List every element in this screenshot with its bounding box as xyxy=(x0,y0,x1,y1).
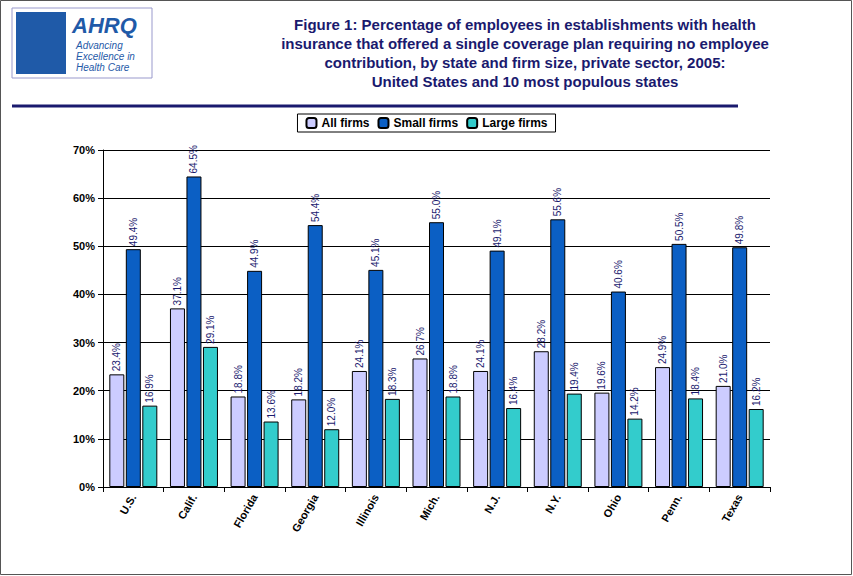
svg-text:50%: 50% xyxy=(73,240,95,252)
svg-text:40.6%: 40.6% xyxy=(613,260,624,288)
svg-text:24.1%: 24.1% xyxy=(475,340,486,368)
svg-text:18.3%: 18.3% xyxy=(387,367,398,395)
svg-text:37.1%: 37.1% xyxy=(172,277,183,305)
svg-text:0%: 0% xyxy=(79,481,95,493)
svg-text:49.1%: 49.1% xyxy=(492,219,503,247)
svg-text:64.5%: 64.5% xyxy=(188,145,199,173)
svg-text:20%: 20% xyxy=(73,385,95,397)
svg-text:12.0%: 12.0% xyxy=(326,398,337,426)
svg-text:28.2%: 28.2% xyxy=(536,320,547,348)
svg-text:24.1%: 24.1% xyxy=(354,340,365,368)
svg-text:44.9%: 44.9% xyxy=(249,239,260,267)
svg-text:Texas: Texas xyxy=(719,492,745,524)
svg-text:Figure 1: Percentage of employ: Figure 1: Percentage of employees in est… xyxy=(294,16,756,33)
svg-text:30%: 30% xyxy=(73,337,95,349)
svg-text:55.0%: 55.0% xyxy=(431,191,442,219)
svg-text:Calif.: Calif. xyxy=(175,492,199,521)
svg-text:16.9%: 16.9% xyxy=(144,374,155,402)
svg-text:18.4%: 18.4% xyxy=(690,367,701,395)
svg-text:29.1%: 29.1% xyxy=(205,315,216,343)
svg-text:60%: 60% xyxy=(73,192,95,204)
svg-text:49.8%: 49.8% xyxy=(734,216,745,244)
svg-text:Health Care: Health Care xyxy=(76,62,130,73)
svg-text:Large firms: Large firms xyxy=(482,116,548,130)
svg-text:10%: 10% xyxy=(73,433,95,445)
svg-text:26.7%: 26.7% xyxy=(415,327,426,355)
svg-text:AHRQ: AHRQ xyxy=(71,13,137,38)
svg-text:16.4%: 16.4% xyxy=(508,377,519,405)
svg-text:18.8%: 18.8% xyxy=(448,365,459,393)
svg-text:N.Y.: N.Y. xyxy=(542,492,562,515)
svg-text:Georgia: Georgia xyxy=(289,491,321,534)
svg-text:Small firms: Small firms xyxy=(393,116,458,130)
svg-text:19.4%: 19.4% xyxy=(569,362,580,390)
svg-text:40%: 40% xyxy=(73,288,95,300)
svg-text:19.6%: 19.6% xyxy=(596,361,607,389)
svg-text:55.6%: 55.6% xyxy=(552,188,563,216)
svg-text:50.5%: 50.5% xyxy=(674,212,685,240)
svg-text:insurance that offered a singl: insurance that offered a single coverage… xyxy=(281,35,769,52)
svg-text:Ohio: Ohio xyxy=(601,492,624,520)
svg-text:45.1%: 45.1% xyxy=(370,238,381,266)
svg-text:70%: 70% xyxy=(73,144,95,156)
svg-text:Illinois: Illinois xyxy=(353,492,381,528)
svg-text:United States and 10 most popu: United States and 10 most populous state… xyxy=(372,73,679,90)
svg-text:16.2%: 16.2% xyxy=(751,378,762,406)
svg-text:21.0%: 21.0% xyxy=(718,354,729,382)
svg-text:Excellence in: Excellence in xyxy=(76,51,135,62)
svg-text:13.6%: 13.6% xyxy=(266,390,277,418)
svg-text:Florida: Florida xyxy=(231,491,260,529)
svg-text:49.4%: 49.4% xyxy=(128,218,139,246)
svg-text:Advancing: Advancing xyxy=(75,40,123,51)
svg-text:U.S.: U.S. xyxy=(117,492,138,517)
svg-text:14.2%: 14.2% xyxy=(629,387,640,415)
svg-text:All firms: All firms xyxy=(321,116,369,130)
svg-text:Mich.: Mich. xyxy=(417,492,441,522)
svg-text:N.J.: N.J. xyxy=(482,492,502,515)
svg-text:Penn.: Penn. xyxy=(659,492,684,524)
svg-text:23.4%: 23.4% xyxy=(111,343,122,371)
svg-text:18.8%: 18.8% xyxy=(233,365,244,393)
svg-text:18.2%: 18.2% xyxy=(293,368,304,396)
svg-text:54.4%: 54.4% xyxy=(310,194,321,222)
svg-text:24.9%: 24.9% xyxy=(657,336,668,364)
svg-text:contribution, by state and fir: contribution, by state and firm size, pr… xyxy=(325,54,726,71)
